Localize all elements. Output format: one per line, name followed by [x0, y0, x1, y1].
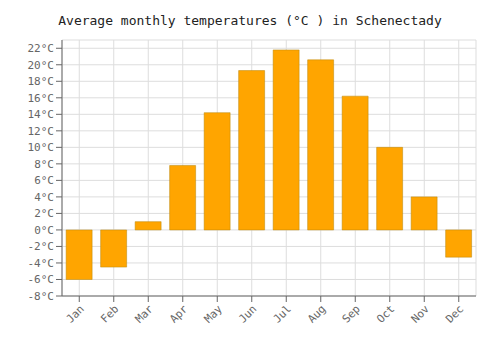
svg-text:Jan: Jan [64, 302, 87, 325]
svg-text:-6°C: -6°C [28, 273, 55, 286]
svg-text:8°C: 8°C [34, 158, 54, 171]
svg-text:14°C: 14°C [28, 108, 55, 121]
svg-text:18°C: 18°C [28, 75, 55, 88]
svg-text:Feb: Feb [98, 302, 121, 325]
svg-text:Oct: Oct [374, 302, 397, 325]
svg-text:0°C: 0°C [34, 224, 54, 237]
svg-text:Sep: Sep [340, 302, 363, 325]
svg-text:Dec: Dec [443, 302, 466, 325]
svg-text:-2°C: -2°C [28, 240, 55, 253]
svg-text:Mar: Mar [133, 302, 157, 326]
svg-text:Jun: Jun [236, 302, 259, 325]
svg-text:Apr: Apr [167, 302, 191, 326]
svg-text:6°C: 6°C [34, 174, 54, 187]
svg-text:Nov: Nov [409, 302, 433, 326]
svg-text:May: May [202, 302, 226, 326]
svg-text:16°C: 16°C [28, 92, 55, 105]
html-text:Average monthly temperatures (: Average monthly temperatures (°C ) in Sc… [58, 13, 442, 28]
svg-text:22°C: 22°C [28, 42, 55, 55]
svg-text:-8°C: -8°C [28, 290, 55, 303]
svg-text:4°C: 4°C [34, 191, 54, 204]
svg-text:-4°C: -4°C [28, 257, 55, 270]
svg-text:12°C: 12°C [28, 125, 55, 138]
svg-text:10°C: 10°C [28, 141, 55, 154]
svg-text:2°C: 2°C [34, 207, 54, 220]
svg-text:Aug: Aug [305, 302, 328, 325]
svg-text:Jul: Jul [271, 302, 294, 325]
svg-text:20°C: 20°C [28, 59, 55, 72]
